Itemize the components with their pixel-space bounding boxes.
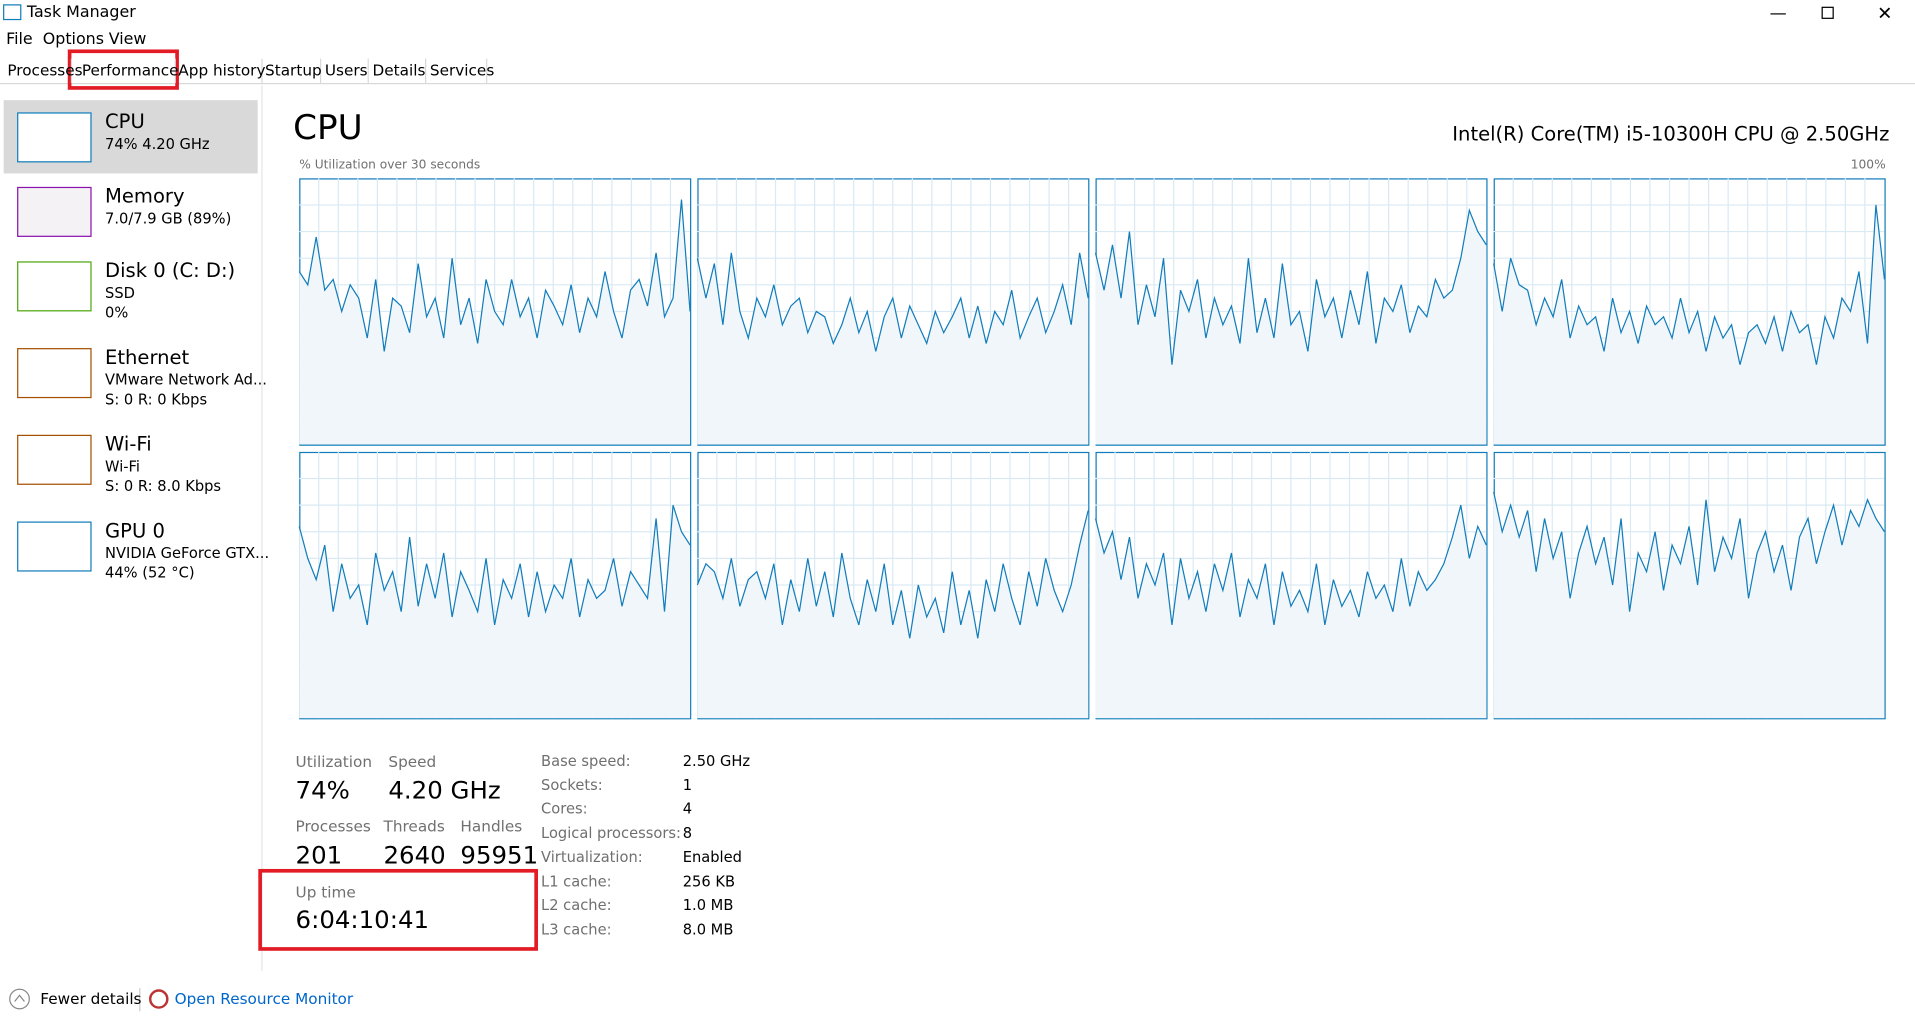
tab[interactable]: Performance (81, 61, 179, 80)
graph-line (1094, 504, 1487, 626)
thumbnail (17, 261, 92, 312)
stat-label: Up time (295, 882, 356, 902)
sidebar-item-name[interactable]: Ethernet (105, 345, 190, 369)
spec-value: 4 (682, 800, 693, 818)
sidebar-item-detail: 7.0/7.9 GB (89%) (105, 210, 232, 228)
stat-label: Handles (460, 817, 523, 836)
graph-area (1493, 491, 1885, 719)
thumbnail (17, 521, 92, 572)
spec-value: 1 (682, 776, 693, 794)
uptime-value: 6:04:10:41 (295, 904, 430, 935)
sidebar-item-detail: VMware Network Ad... (105, 371, 267, 389)
spec-label: L2 cache: (541, 896, 612, 914)
graph-line (696, 510, 1089, 639)
spec-label: Virtualization: (541, 848, 643, 866)
thumbnail (17, 112, 92, 163)
stat-value: 2640 (383, 840, 446, 870)
spec-label: L3 cache: (541, 920, 612, 938)
sidebar-item-name[interactable]: GPU 0 (105, 519, 165, 543)
tab[interactable]: Details (372, 61, 426, 80)
minimize-button[interactable]: — (1770, 3, 1787, 23)
graph-area (697, 252, 1089, 445)
stat-label: Processes (295, 817, 371, 836)
graph-label: % Utilization over 30 seconds (299, 158, 481, 173)
tab[interactable]: App history (178, 61, 266, 80)
sidebar-item-name[interactable]: CPU (105, 109, 145, 134)
fewer-details-icon[interactable] (9, 988, 30, 1010)
menu-item[interactable]: File (6, 30, 33, 49)
sidebar-item-name[interactable]: Disk 0 (C: D:) (105, 258, 236, 283)
spec-value: 256 KB (682, 872, 736, 890)
spec-label: Logical processors: (541, 824, 681, 842)
sidebar-item-detail: Wi-Fi (105, 457, 141, 476)
open-resource-monitor[interactable]: Open Resource Monitor (174, 989, 354, 1008)
thumbnail (17, 434, 92, 485)
spec-label: L1 cache: (541, 872, 612, 890)
window-title: Task Manager (26, 3, 136, 22)
graph-line (298, 199, 691, 352)
stat-label: Speed (388, 752, 437, 771)
spec-value: 2.50 GHz (682, 752, 751, 770)
sidebar-item-name[interactable]: Memory (105, 184, 185, 208)
graph-line (1493, 204, 1886, 365)
spec-value: 8.0 MB (682, 920, 734, 938)
sidebar-item-detail: SSD (105, 284, 135, 302)
perf-title: CPU (293, 107, 363, 148)
tab[interactable]: Users (324, 61, 368, 80)
graph-line (1493, 491, 1885, 612)
graph-max: 100% (1850, 158, 1886, 173)
graph-area (1095, 505, 1487, 719)
highlight-box (258, 868, 538, 951)
fewer-details[interactable]: Fewer details (40, 989, 142, 1008)
fewer-details-icon (14, 994, 25, 1002)
sidebar-item-detail: S: 0 R: 8.0 Kbps (105, 477, 222, 495)
spec-value: Enabled (682, 848, 742, 866)
spec-label: Sockets: (541, 776, 603, 794)
graph-line (696, 252, 1089, 352)
graph-area (299, 505, 691, 719)
spec-label: Base speed: (541, 752, 631, 770)
tab[interactable]: Startup (265, 61, 322, 80)
graph-line (1094, 208, 1487, 365)
sidebar-item-detail: NVIDIA GeForce GTX... (105, 544, 270, 562)
stat-value: 4.20 GHz (388, 775, 501, 805)
spec-label: Cores: (541, 800, 588, 818)
spec-value: 1.0 MB (682, 896, 734, 914)
stat-value: 74% (295, 775, 350, 805)
maximize-button[interactable] (1821, 6, 1834, 19)
graph-area (299, 199, 691, 445)
graph-area (1493, 204, 1885, 445)
sidebar-item-detail: 0% (105, 304, 129, 322)
spec-value: 8 (682, 824, 693, 842)
stat-label: Threads (383, 817, 445, 836)
thumbnail (17, 348, 92, 399)
graph-area (1095, 210, 1487, 445)
tab[interactable]: Services (429, 61, 495, 80)
stat-label: Utilization (295, 752, 373, 771)
menu-item[interactable]: Options (42, 30, 105, 49)
stat-value: 95951 (460, 840, 539, 870)
resource-monitor-icon[interactable] (148, 989, 169, 1009)
stat-value: 201 (295, 840, 343, 870)
sidebar-item-detail: S: 0 R: 0 Kbps (105, 390, 208, 408)
tab[interactable]: Processes (7, 61, 83, 80)
thumbnail (17, 186, 92, 237)
graph-area (697, 510, 1089, 719)
sidebar-item-detail: 44% (52 °C) (105, 564, 195, 582)
app-icon (3, 4, 22, 21)
sidebar-item-name[interactable]: Wi-Fi (105, 432, 152, 456)
menu-item[interactable]: View (108, 30, 147, 49)
sidebar-item-detail: 74% 4.20 GHz (105, 135, 210, 153)
graph-line (298, 504, 691, 626)
close-button[interactable]: ✕ (1877, 4, 1892, 25)
processor-name: Intel(R) Core(TM) i5-10300H CPU @ 2.50GH… (1452, 122, 1890, 146)
highlight-box (67, 49, 179, 90)
